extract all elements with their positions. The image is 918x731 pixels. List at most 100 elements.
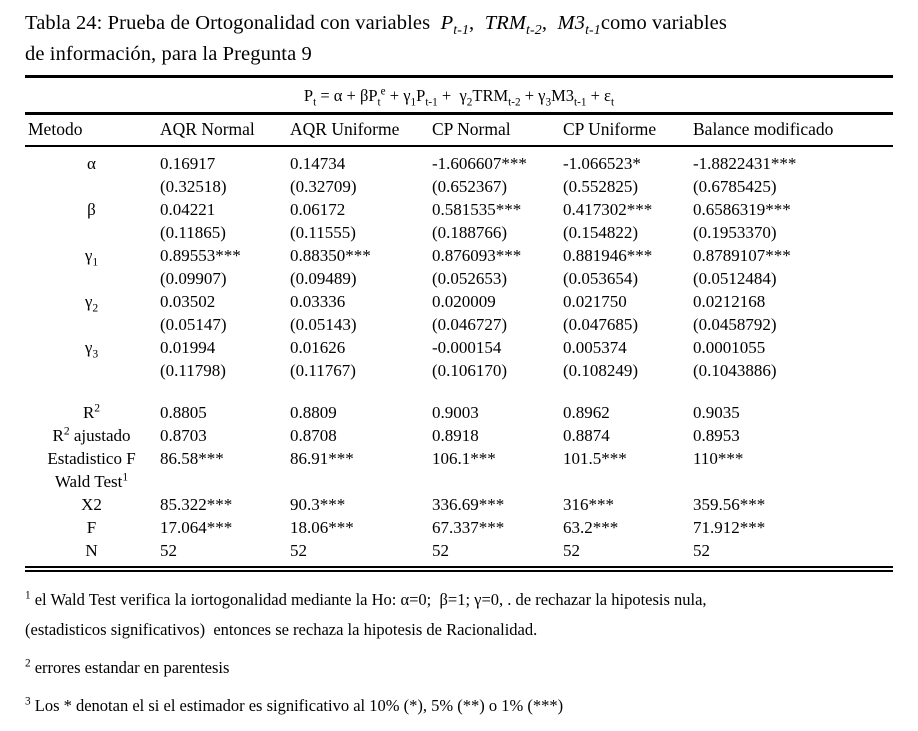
value-cell: -1.8822431***: [693, 154, 797, 173]
column-header-cp-normal: CP Normal: [430, 115, 561, 147]
column-header-cp-uniforme: CP Uniforme: [561, 115, 691, 147]
value-cell: 110***: [693, 449, 744, 468]
table-row: N 52 52 52 52 52: [25, 539, 893, 566]
value-cell: 0.88350***: [290, 246, 371, 265]
value-cell: (0.188766): [432, 223, 508, 242]
row-label: [25, 359, 158, 382]
value-cell: 0.9035: [693, 403, 740, 422]
value-cell: (0.552825): [563, 177, 639, 196]
value-cell: 336.69***: [432, 495, 505, 514]
row-label: γ3: [84, 338, 99, 361]
value-cell: 316***: [563, 495, 614, 514]
footnote-1: 1 el Wald Test verifica la iortogonalida…: [25, 589, 707, 639]
value-cell: [158, 470, 288, 493]
value-cell: -0.000154: [432, 338, 502, 357]
row-label: γ2: [84, 292, 99, 315]
table-row: (0.11798) (0.11767) (0.106170) (0.108249) (0…: [25, 359, 893, 382]
value-cell: 101.5***: [563, 449, 627, 468]
results-table-body: α 0.16917 0.14734 -1.606607*** -1.066523* -1.…: [25, 146, 893, 566]
value-cell: 52: [563, 541, 580, 560]
value-cell: 0.417302***: [563, 200, 653, 219]
value-cell: 0.876093***: [432, 246, 522, 265]
value-cell: 0.03502: [160, 292, 216, 311]
value-cell: 17.064***: [160, 518, 233, 537]
row-label: [25, 221, 158, 244]
value-cell: 63.2***: [563, 518, 619, 537]
footnote-3: 3 Los * denotan el si el estimador es si…: [25, 695, 564, 715]
column-header-metodo: Metodo: [25, 115, 158, 147]
value-cell: 18.06***: [290, 518, 354, 537]
value-cell: (0.05147): [160, 315, 227, 334]
table-caption: Tabla 24: Prueba de Ortogonalidad con va…: [25, 12, 727, 65]
value-cell: 52: [432, 541, 449, 560]
value-cell: (0.046727): [432, 315, 508, 334]
model-equation: Pt = α + βPte + γ1Pt-1 + γ2TRMt-2 + γ3M3…: [25, 78, 893, 115]
value-cell: (0.32518): [160, 177, 227, 196]
value-cell: 0.03336: [290, 292, 346, 311]
value-cell: 359.56***: [693, 495, 766, 514]
value-cell: 106.1***: [432, 449, 496, 468]
column-header-aqr-normal: AQR Normal: [158, 115, 288, 147]
value-cell: 52: [693, 541, 710, 560]
footnotes: 1 el Wald Test verifica la iortogonalida…: [25, 585, 893, 721]
value-cell: 0.89553***: [160, 246, 241, 265]
table-row: (0.32518) (0.32709) (0.652367) (0.552825) (0…: [25, 175, 893, 198]
row-label: β: [87, 200, 96, 219]
table-row: α 0.16917 0.14734 -1.606607*** -1.066523* -1.…: [25, 146, 893, 175]
table-row: Estadistico F 86.58*** 86.91*** 106.1*** 101…: [25, 447, 893, 470]
value-cell: 0.01626: [290, 338, 346, 357]
table-row: γ3 0.01994 0.01626 -0.000154 0.005374 0.00010…: [25, 336, 893, 361]
value-cell: 0.8918: [432, 426, 479, 445]
value-cell: 0.6586319***: [693, 200, 791, 219]
row-label: [25, 267, 158, 290]
value-cell: 0.9003: [432, 403, 479, 422]
value-cell: (0.106170): [432, 361, 508, 380]
results-table-frame: Pt = α + βPte + γ1Pt-1 + γ2TRMt-2 + γ3M3…: [25, 75, 893, 572]
row-label: R2 ajustado: [52, 424, 131, 445]
value-cell: (0.652367): [432, 177, 508, 196]
value-cell: (0.05143): [290, 315, 357, 334]
table-row: R2 ajustado 0.8703 0.8708 0.8918 0.8874 0.895…: [25, 424, 893, 447]
value-cell: (0.6785425): [693, 177, 777, 196]
value-cell: (0.09489): [290, 269, 357, 288]
value-cell: (0.09907): [160, 269, 227, 288]
value-cell: -1.066523*: [563, 154, 641, 173]
value-cell: 52: [290, 541, 307, 560]
value-cell: 0.8953: [693, 426, 740, 445]
column-header-aqr-uniforme: AQR Uniforme: [288, 115, 430, 147]
table-row: (0.09907) (0.09489) (0.052653) (0.053654) (0…: [25, 267, 893, 290]
value-cell: 86.91***: [290, 449, 354, 468]
value-cell: (0.0512484): [693, 269, 777, 288]
value-cell: 0.881946***: [563, 246, 653, 265]
value-cell: 71.912***: [693, 518, 766, 537]
table-row: F 17.064*** 18.06*** 67.337*** 63.2*** 71.912…: [25, 516, 893, 539]
value-cell: 52: [160, 541, 177, 560]
table-row: γ1 0.89553*** 0.88350*** 0.876093*** 0.88194…: [25, 244, 893, 268]
value-cell: (0.11865): [160, 223, 226, 242]
column-header-balance-modificado: Balance modificado: [691, 115, 893, 147]
value-cell: (0.1953370): [693, 223, 777, 242]
value-cell: [430, 470, 561, 493]
value-cell: 0.8805: [160, 403, 207, 422]
value-cell: 0.04221: [160, 200, 216, 219]
value-cell: 0.021750: [563, 292, 627, 311]
value-cell: 0.0001055: [693, 338, 766, 357]
value-cell: 0.01994: [160, 338, 216, 357]
table-row: β 0.04221 0.06172 0.581535*** 0.417302*** 0.6…: [25, 198, 893, 221]
results-table: Metodo AQR Normal AQR Uniforme CP Normal…: [25, 115, 893, 566]
table-row: X2 85.322*** 90.3*** 336.69*** 316*** 359.56*…: [25, 493, 893, 516]
row-label: R2: [82, 401, 101, 422]
value-cell: (0.053654): [563, 269, 639, 288]
value-cell: (0.1043886): [693, 361, 777, 380]
value-cell: 0.14734: [290, 154, 346, 173]
row-label: [25, 175, 158, 198]
value-cell: (0.11555): [290, 223, 356, 242]
value-cell: [691, 470, 893, 493]
value-cell: (0.108249): [563, 361, 639, 380]
value-cell: (0.32709): [290, 177, 357, 196]
value-cell: (0.0458792): [693, 315, 777, 334]
value-cell: 0.8789107***: [693, 246, 791, 265]
row-label: F: [86, 518, 97, 537]
value-cell: 0.8874: [563, 426, 610, 445]
